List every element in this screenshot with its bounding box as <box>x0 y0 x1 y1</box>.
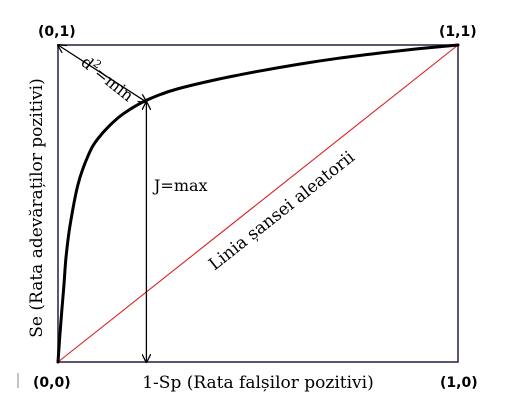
distance-label-rest: =min <box>91 63 137 105</box>
plot-frame <box>57 44 459 363</box>
distance-arrow <box>58 45 146 102</box>
corner-label-top-left: (0,1) <box>38 24 76 40</box>
distance-label: d2=min <box>78 51 139 106</box>
chance-line-label: Linia șansei aleatorii <box>205 147 359 275</box>
youden-j-label: J=max <box>152 176 208 195</box>
chance-line <box>57 44 459 363</box>
x-axis-label: 1-Sp (Rata falșilor pozitivi) <box>142 373 374 393</box>
corner-label-top-right: (1,1) <box>439 24 477 40</box>
roc-curve <box>56 43 460 364</box>
corner-label-bottom-left: (0,0) <box>33 375 71 391</box>
corner-label-bottom-right: (1,0) <box>440 375 478 391</box>
y-axis-label: Se (Rata adevăraților pozitivi) <box>27 78 47 337</box>
